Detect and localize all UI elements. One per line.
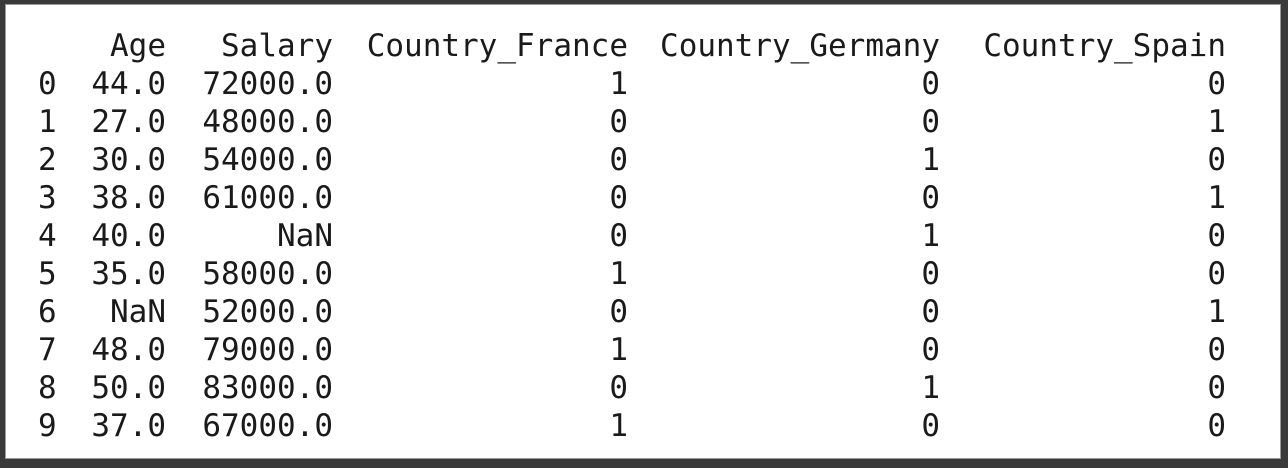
cell-country-spain: 1 [1207,180,1226,216]
column-header-index [38,27,58,65]
cell-salary: 61000.0 [202,180,333,216]
output-cell: Age Salary Country_France Country_Germany Co… [5,4,1281,459]
table-row: 1 27.0 48000.0 0 0 1 [38,103,1226,141]
cell-country-germany: 0 [921,294,940,330]
cell-index: 1 [38,104,57,140]
column-header-age: Age [110,28,166,64]
cell-country-germany: 0 [921,104,940,140]
cell-salary: 72000.0 [202,66,333,102]
cell-salary: 48000.0 [202,104,333,140]
cell-country-spain: 0 [1207,66,1226,102]
table-row: 9 37.0 67000.0 1 0 0 [38,407,1226,445]
cell-country-spain: 1 [1207,294,1226,330]
cell-salary: 67000.0 [202,408,333,444]
cell-age: 48.0 [91,332,166,368]
cell-country-france: 1 [609,408,628,444]
cell-salary: 79000.0 [202,332,333,368]
cell-country-france: 1 [609,256,628,292]
cell-index: 9 [38,408,57,444]
cell-country-germany: 0 [921,66,940,102]
column-header-country-germany: Country_Germany [660,28,940,64]
cell-age: NaN [110,294,166,330]
cell-age: 38.0 [91,180,166,216]
column-header-country-spain: Country_Spain [983,28,1226,64]
header-row: Age Salary Country_France Country_Germany Co… [38,27,1226,65]
cell-country-france: 0 [609,104,628,140]
cell-country-france: 0 [609,370,628,406]
table-row: 4 40.0 NaN 0 1 0 [38,217,1226,255]
cell-country-spain: 0 [1207,218,1226,254]
cell-index: 7 [38,332,57,368]
cell-index: 0 [38,66,57,102]
cell-salary: 52000.0 [202,294,333,330]
cell-index: 3 [38,180,57,216]
cell-index: 6 [38,294,57,330]
cell-country-spain: 0 [1207,256,1226,292]
table-row: 5 35.0 58000.0 1 0 0 [38,255,1226,293]
cell-country-france: 1 [609,66,628,102]
table-row: 3 38.0 61000.0 0 0 1 [38,179,1226,217]
cell-country-germany: 0 [921,180,940,216]
cell-country-france: 0 [609,142,628,178]
cell-age: 35.0 [91,256,166,292]
cell-salary: 83000.0 [202,370,333,406]
cell-age: 40.0 [91,218,166,254]
cell-country-germany: 0 [921,256,940,292]
cell-index: 8 [38,370,57,406]
cell-country-spain: 0 [1207,332,1226,368]
cell-age: 44.0 [91,66,166,102]
cell-age: 30.0 [91,142,166,178]
table-row: 7 48.0 79000.0 1 0 0 [38,331,1226,369]
cell-age: 27.0 [91,104,166,140]
cell-index: 5 [38,256,57,292]
cell-country-spain: 0 [1207,408,1226,444]
cell-country-france: 0 [609,218,628,254]
cell-country-spain: 0 [1207,142,1226,178]
cell-country-germany: 0 [921,332,940,368]
cell-country-germany: 1 [921,142,940,178]
dataframe-table: Age Salary Country_France Country_Germany Co… [38,27,1226,445]
cell-index: 4 [38,218,57,254]
cell-country-spain: 1 [1207,104,1226,140]
cell-age: 50.0 [91,370,166,406]
cell-salary: NaN [277,218,333,254]
cell-country-france: 0 [609,294,628,330]
cell-country-france: 0 [609,180,628,216]
cell-country-france: 1 [609,332,628,368]
table-row: 2 30.0 54000.0 0 1 0 [38,141,1226,179]
column-header-country-france: Country_France [366,28,628,64]
cell-country-germany: 1 [921,218,940,254]
cell-country-spain: 0 [1207,370,1226,406]
table-row: 0 44.0 72000.0 1 0 0 [38,65,1226,103]
cell-index: 2 [38,142,57,178]
cell-country-germany: 0 [921,408,940,444]
cell-salary: 58000.0 [202,256,333,292]
column-header-salary: Salary [221,28,333,64]
table-row: 8 50.0 83000.0 0 1 0 [38,369,1226,407]
cell-country-germany: 1 [921,370,940,406]
table-row: 6 NaN 52000.0 0 0 1 [38,293,1226,331]
cell-salary: 54000.0 [202,142,333,178]
cell-age: 37.0 [91,408,166,444]
